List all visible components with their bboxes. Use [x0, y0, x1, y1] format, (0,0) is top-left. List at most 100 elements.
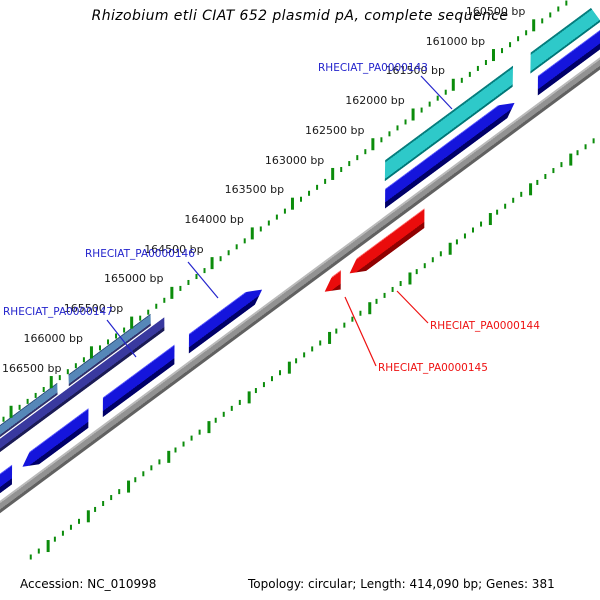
ruler-tick [509, 42, 512, 48]
ruler-tick [118, 489, 121, 495]
ruler-tick [383, 292, 386, 298]
ruler-tick [541, 18, 544, 24]
ruler-tick [451, 79, 455, 92]
gene-label-RHECIAT_PA0000147[interactable]: RHECIAT_PA0000147 [3, 306, 113, 318]
ruler-bp-label: 162500 bp [305, 123, 365, 137]
ruler-tick [356, 155, 359, 161]
ruler-tick [568, 153, 572, 166]
ruler-tick [74, 363, 77, 369]
ruler-tick [279, 370, 282, 376]
ruler-tick [139, 315, 142, 321]
gene-arrow-RHECIAT_PA0000143[interactable] [375, 65, 523, 181]
ruler-tick [275, 214, 278, 220]
ruler-tick [82, 357, 85, 363]
ruler-tick [86, 510, 90, 523]
ruler-bp-label: 160500 bp [465, 5, 526, 19]
ruler-tick [327, 332, 331, 345]
ruler-bp-label: 164500 bp [144, 242, 204, 256]
ruler-tick [380, 137, 383, 143]
ruler-tick [195, 274, 198, 280]
ruler-tick [53, 536, 56, 542]
ruler-tick [235, 244, 238, 250]
ruler-tick [110, 495, 113, 501]
ruler-bp-label: 162000 bp [345, 94, 405, 108]
ruler-tick [37, 548, 40, 554]
ruler-tick [2, 416, 5, 422]
ruler-tick [61, 530, 64, 536]
ruler-bp-label: 165000 bp [103, 272, 164, 286]
ruler-tick [359, 310, 362, 316]
ruler-tick [364, 149, 367, 155]
ruler-tick [227, 250, 230, 256]
ruler-tick [300, 196, 303, 202]
ruler-tick [565, 0, 568, 6]
ruler-tick [560, 162, 563, 168]
ruler-bp-label: 163000 bp [264, 153, 325, 167]
ruler-tick [115, 333, 118, 339]
ruler-tick [520, 191, 523, 197]
ruler-tick [134, 477, 137, 483]
ruler-tick [399, 281, 402, 287]
ruler-bp-label: 166000 bp [23, 331, 83, 345]
ruler-tick [247, 391, 251, 404]
ruler-tick [448, 243, 452, 256]
ruler-tick [420, 107, 423, 113]
gene-label-RHECIAT_PA0000143[interactable]: RHECIAT_PA0000143 [318, 62, 428, 74]
ruler-tick [89, 346, 93, 359]
ruler-tick [340, 167, 343, 173]
ruler-tick [295, 358, 298, 364]
ruler-tick [460, 77, 463, 83]
ruler-tick [370, 138, 374, 151]
ruler-bp-label: 164000 bp [184, 212, 244, 226]
sequence-title: Rhizobium etli CIAT 652 plasmid pA, comp… [91, 8, 509, 24]
ruler-tick [404, 119, 407, 125]
ruler-tick [290, 197, 294, 210]
ruler-tick [316, 184, 319, 190]
ruler-tick [423, 263, 426, 269]
ruler-bp-label: 163500 bp [224, 183, 285, 197]
ruler-bp-label: 161500 bp [385, 64, 445, 78]
ruler-tick [150, 465, 153, 471]
ruler-bp-label: 161000 bp [425, 34, 486, 48]
ruler-tick [18, 404, 21, 410]
ruler-tick [411, 108, 415, 121]
gene-arrow-RHECIAT_PA0000145[interactable] [320, 270, 350, 298]
ruler-tick [182, 441, 185, 447]
ruler-tick [431, 257, 434, 263]
ruler-tick [491, 49, 495, 62]
ruler-tick [517, 36, 520, 42]
ruler-tick [198, 429, 201, 435]
ruler-tick [190, 435, 193, 441]
ruler-tick [158, 459, 161, 465]
gene-label-RHECIAT_PA0000144[interactable]: RHECIAT_PA0000144 [430, 320, 540, 332]
ruler-tick [259, 226, 262, 232]
ruler-tick [408, 272, 412, 285]
ruler-tick [552, 168, 555, 174]
gene-label-RHECIAT_PA0000145[interactable]: RHECIAT_PA0000145 [378, 362, 488, 374]
ruler-tick [94, 506, 97, 512]
ruler-tick [147, 309, 150, 315]
ruler-tick [267, 220, 270, 226]
ruler-tick [126, 480, 130, 493]
ruler-tick [42, 386, 45, 392]
ruler-tick [311, 346, 314, 352]
ruler-tick [428, 101, 431, 107]
ruler-tick [166, 451, 170, 464]
ruler-tick [203, 268, 206, 274]
ruler-tick [488, 213, 492, 226]
ruler-tick [58, 375, 61, 381]
ruler-tick [367, 302, 371, 315]
ruler-tick [46, 540, 50, 553]
ruler-tick [531, 19, 535, 32]
ruler-tick [468, 71, 471, 77]
ruler-tick [9, 406, 13, 419]
ruler-tick [592, 138, 595, 144]
gene-label-RHECIAT_PA0000146[interactable]: RHECIAT_PA0000146 [85, 248, 195, 260]
ruler-tick [444, 89, 447, 95]
ruler-tick [187, 279, 190, 285]
ruler-tick [142, 471, 145, 477]
ruler-tick [528, 183, 532, 196]
ruler-tick [391, 286, 394, 292]
ruler-tick [308, 190, 311, 196]
ruler-tick [283, 208, 286, 214]
